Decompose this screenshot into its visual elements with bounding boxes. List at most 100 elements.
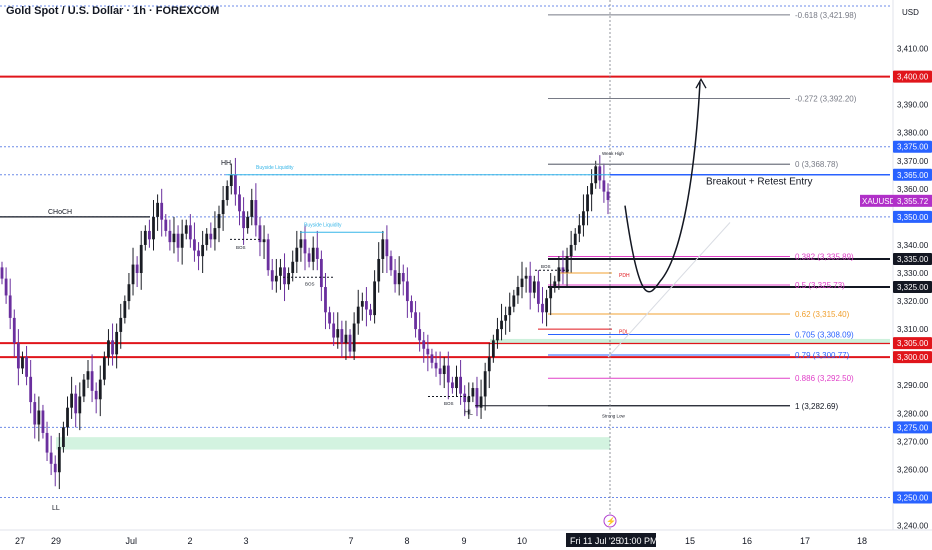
price-level-badge-label: 3,275.00 xyxy=(897,423,929,432)
candle-body xyxy=(438,368,442,375)
candle-body xyxy=(328,312,331,324)
candle-body xyxy=(315,247,319,259)
price-tick-label: 3,340.00 xyxy=(897,241,929,250)
candle-body xyxy=(176,233,180,248)
candle-body xyxy=(180,233,184,248)
candle-body xyxy=(0,267,4,279)
candle-body xyxy=(467,396,471,403)
price-level-badge xyxy=(893,337,932,350)
candle-body xyxy=(164,219,168,231)
candle-body xyxy=(463,393,467,403)
candle-body xyxy=(365,301,368,310)
price-level-badge-label: 3,300.00 xyxy=(897,353,929,362)
candle-body xyxy=(590,183,594,195)
candle-body xyxy=(442,365,446,375)
candle-body xyxy=(389,256,393,271)
fib-level-label: 0.886 (3,292.50) xyxy=(795,374,854,383)
candle-body xyxy=(62,427,65,447)
candle-body xyxy=(479,396,483,408)
currency-label: USD xyxy=(902,8,919,17)
candle-body xyxy=(549,287,553,299)
candle-body xyxy=(487,357,491,372)
choch-label: CHoCH xyxy=(48,209,72,216)
price-tick-label: 3,310.00 xyxy=(897,325,929,334)
candle-body xyxy=(168,230,172,243)
projection-curve xyxy=(624,82,701,293)
fib-level-label: -0.272 (3,392.20) xyxy=(795,94,857,103)
candle-body xyxy=(516,287,520,296)
candle-body xyxy=(246,216,250,229)
candle-body xyxy=(451,382,454,389)
candle-body xyxy=(307,253,311,262)
price-level-badge-label: 3,400.00 xyxy=(897,73,929,82)
fib-level-label: -0.618 (3,421.98) xyxy=(795,11,857,20)
candle-body xyxy=(397,273,401,285)
projection-arrow-icon xyxy=(695,78,707,89)
candle-body xyxy=(266,239,270,271)
candle-body xyxy=(53,463,57,473)
candle-body xyxy=(82,379,86,397)
x-tick-label: 15 xyxy=(685,536,695,546)
candle-body xyxy=(254,200,258,226)
candle-body xyxy=(582,211,585,226)
lightning-icon-glyph: ⚡ xyxy=(606,516,616,526)
candle-body xyxy=(287,273,291,285)
price-tick-label: 3,270.00 xyxy=(897,437,929,446)
candle-body xyxy=(242,211,245,229)
candle-body xyxy=(233,174,237,195)
x-tick-label: 01:00 PM xyxy=(619,536,658,546)
candle-body xyxy=(311,247,315,262)
candle-body xyxy=(360,301,364,307)
candle-body xyxy=(258,225,262,243)
candle-body xyxy=(12,317,16,344)
candle-body xyxy=(33,402,37,425)
candle-body xyxy=(49,452,53,464)
last-price-label: 3,355.72 xyxy=(897,197,929,206)
price-tick-label: 3,290.00 xyxy=(897,381,929,390)
bos-label: BOS xyxy=(236,245,246,250)
price-tick-label: 3,360.00 xyxy=(897,185,929,194)
chart-title: Gold Spot / U.S. Dollar · 1h · FOREXCOM xyxy=(6,5,220,17)
candle-body xyxy=(123,301,127,318)
candle-body xyxy=(475,388,479,408)
candle-body xyxy=(344,334,348,344)
candle-body xyxy=(279,267,282,276)
price-tick-label: 3,330.00 xyxy=(897,269,929,278)
candle-body xyxy=(102,357,106,380)
candle-body xyxy=(430,354,434,363)
ll-label: LL xyxy=(52,505,60,512)
candle-body xyxy=(4,278,8,296)
x-tick-label: 7 xyxy=(349,536,354,546)
candle-body xyxy=(586,194,589,212)
candle-body xyxy=(16,343,20,369)
price-level-badge-label: 3,365.00 xyxy=(897,171,929,180)
x-tick-label: 27 xyxy=(15,536,25,546)
price-tick-label: 3,380.00 xyxy=(897,129,929,138)
candle-body xyxy=(299,239,303,248)
candle-body xyxy=(262,239,266,243)
candle-body xyxy=(135,264,139,273)
symbol-badge-label: XAUUSD xyxy=(862,197,896,206)
candle-body xyxy=(111,340,114,355)
candle-body xyxy=(598,166,602,181)
x-tick-label: Jul xyxy=(126,536,138,546)
bos-label: BOS xyxy=(541,264,551,269)
price-level-badge xyxy=(893,491,932,504)
lightning-icon[interactable] xyxy=(603,514,617,528)
candle-body xyxy=(127,284,131,302)
candle-body xyxy=(512,295,516,307)
candle-body xyxy=(541,303,544,313)
x-tick-label: 18 xyxy=(857,536,867,546)
candle-body xyxy=(57,446,61,473)
candle-body xyxy=(70,393,74,408)
candle-body xyxy=(569,244,573,257)
bos-label: BOS xyxy=(444,401,454,406)
price-tick-label: 3,280.00 xyxy=(897,409,929,418)
candle-body xyxy=(184,225,188,234)
price-tick-label: 3,320.00 xyxy=(897,297,929,306)
candle-body xyxy=(229,174,233,187)
candle-body xyxy=(405,281,409,302)
x-tick-label: 3 xyxy=(244,536,249,546)
price-level-badge xyxy=(893,351,932,364)
candle-body xyxy=(291,261,295,273)
